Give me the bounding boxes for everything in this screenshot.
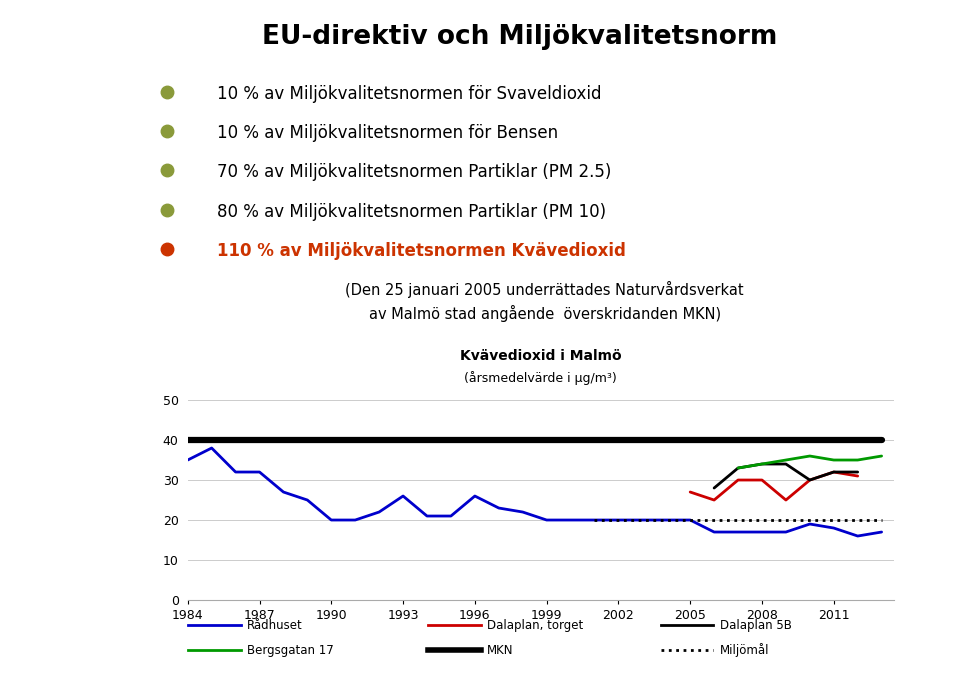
Text: MKN: MKN <box>488 643 514 657</box>
Text: Miljömål: Miljömål <box>720 643 770 657</box>
Text: Dalaplan, torget: Dalaplan, torget <box>488 618 584 632</box>
Text: Kvävedioxid i Malmö: Kvävedioxid i Malmö <box>460 348 621 363</box>
Text: 10 % av Miljökvalitetsnormen för Bensen: 10 % av Miljökvalitetsnormen för Bensen <box>217 124 558 142</box>
Text: Dalaplan 5B: Dalaplan 5B <box>720 618 792 632</box>
Text: EU-direktiv och Miljökvalitetsnorm: EU-direktiv och Miljökvalitetsnorm <box>262 24 778 49</box>
Text: Rådhuset: Rådhuset <box>248 618 303 632</box>
Text: 70 % av Miljökvalitetsnormen Partiklar (PM 2.5): 70 % av Miljökvalitetsnormen Partiklar (… <box>217 163 612 182</box>
Text: 10 % av Miljökvalitetsnormen för Svaveldioxid: 10 % av Miljökvalitetsnormen för Svaveld… <box>217 85 601 103</box>
Text: (årsmedelvärde i µg/m³): (årsmedelvärde i µg/m³) <box>465 371 617 385</box>
Text: Bergsgatan 17: Bergsgatan 17 <box>248 643 334 657</box>
Text: 80 % av Miljökvalitetsnormen Partiklar (PM 10): 80 % av Miljökvalitetsnormen Partiklar (… <box>217 203 606 221</box>
Text: 110 % av Miljökvalitetsnormen Kvävedioxid: 110 % av Miljökvalitetsnormen Kvävedioxi… <box>217 242 626 260</box>
Text: (Den 25 januari 2005 underrättades Naturvårdsverkat
av Malmö stad angående  över: (Den 25 januari 2005 underrättades Natur… <box>346 281 744 323</box>
